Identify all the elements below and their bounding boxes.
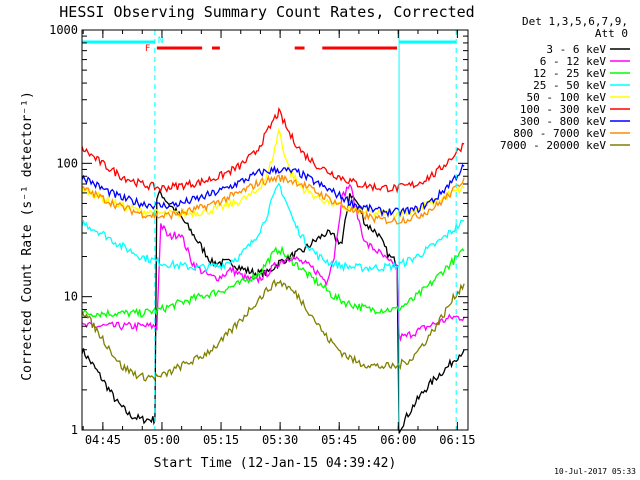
plot-area: NF xyxy=(81,30,465,434)
y-tick-label: 1000 xyxy=(49,23,78,37)
y-tick-label: 1 xyxy=(71,423,78,437)
x-axis-label: Start Time (12-Jan-15 04:39:42) xyxy=(154,456,397,471)
series-line-6-12-kev xyxy=(81,183,465,343)
x-tick-label: 05:45 xyxy=(321,433,357,447)
legend-label-800-7000-kev: 800 - 7000 keV xyxy=(513,127,606,140)
legend-label-6-12-kev: 6 - 12 keV xyxy=(540,55,607,68)
footer-timestamp: 10-Jul-2017 05:33 xyxy=(554,467,636,476)
plot-frame xyxy=(81,29,469,431)
flare-marker-label: F xyxy=(145,44,150,54)
legend-label-3-6-kev: 3 - 6 keV xyxy=(546,43,606,56)
legend-label-100-300-kev: 100 - 300 keV xyxy=(520,103,606,116)
series-line-100-300-kev xyxy=(81,106,465,194)
series-line-300-800-kev xyxy=(81,163,465,218)
series-line-800-7000-kev xyxy=(81,174,465,225)
x-tick-label: 05:15 xyxy=(203,433,239,447)
legend-label-50-100-kev: 50 - 100 keV xyxy=(527,91,607,104)
legend-label-25-50-kev: 25 - 50 keV xyxy=(533,79,606,92)
legend-label-12-25-kev: 12 - 25 keV xyxy=(533,67,606,80)
legend-label-300-800-kev: 300 - 800 keV xyxy=(520,115,606,128)
x-tick-label: 05:30 xyxy=(262,433,298,447)
y-tick-label: 10 xyxy=(64,290,78,304)
legend-label-7000-20000-kev: 7000 - 20000 keV xyxy=(500,139,606,152)
x-tick-label: 04:45 xyxy=(85,433,121,447)
y-axis-label: Corrected Count Rate (s⁻¹ detector⁻¹) xyxy=(20,91,35,381)
series-line-25-50-kev xyxy=(81,182,465,273)
x-tick-label: 06:00 xyxy=(380,433,416,447)
axes: 04:45 05:00 05:15 05:30 05:45 06:00 06:15 1 10 10… xyxy=(49,23,475,447)
night-marker-label: N xyxy=(158,36,163,46)
x-tick-label: 05:00 xyxy=(144,433,180,447)
y-tick-label: 100 xyxy=(56,156,78,170)
x-tick-label: 06:15 xyxy=(439,433,475,447)
legend-header-detectors: Det 1,3,5,6,7,9, xyxy=(522,15,628,28)
legend-header-attenuator: Att 0 xyxy=(595,27,628,40)
chart-title: HESSI Observing Summary Count Rates, Cor… xyxy=(59,3,474,21)
